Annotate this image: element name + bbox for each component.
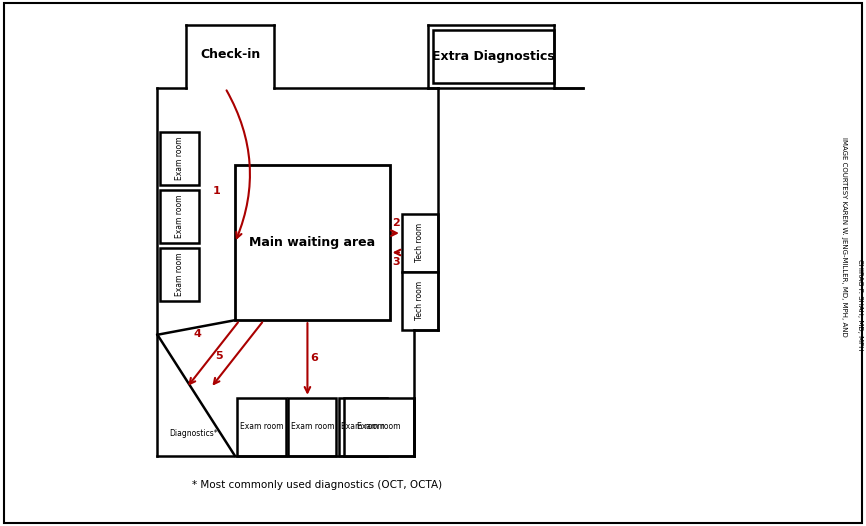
Text: Check-in: Check-in xyxy=(200,47,260,60)
Text: Exam room: Exam room xyxy=(341,422,385,431)
Text: Exam room: Exam room xyxy=(290,422,334,431)
Text: 4: 4 xyxy=(194,329,202,339)
Bar xyxy=(160,248,198,301)
Text: CHIRAG P. SHAH, MD, MPH: CHIRAG P. SHAH, MD, MPH xyxy=(857,259,863,351)
Text: IMAGE COURTESY KAREN W. JENG-MILLER, MD, MPH, AND: IMAGE COURTESY KAREN W. JENG-MILLER, MD,… xyxy=(842,137,847,337)
Bar xyxy=(433,30,554,83)
Text: Extra Diagnostics: Extra Diagnostics xyxy=(432,50,555,63)
Text: Tech room: Tech room xyxy=(416,223,424,262)
Bar xyxy=(160,189,198,243)
Text: Tech room: Tech room xyxy=(416,281,424,320)
Text: 6: 6 xyxy=(310,353,318,363)
Bar xyxy=(402,272,438,330)
Bar xyxy=(160,132,198,185)
Bar xyxy=(235,165,390,320)
Text: 2: 2 xyxy=(392,218,400,228)
Bar xyxy=(402,214,438,272)
Text: Exam room: Exam room xyxy=(175,252,184,296)
Text: 5: 5 xyxy=(216,351,223,361)
Text: Exam room: Exam room xyxy=(175,195,184,238)
Text: Exam room: Exam room xyxy=(175,136,184,180)
Text: * Most commonly used diagnostics (OCT, OCTA): * Most commonly used diagnostics (OCT, O… xyxy=(192,480,443,490)
Text: 1: 1 xyxy=(213,186,221,196)
Text: Diagnostics*: Diagnostics* xyxy=(170,429,218,439)
Text: 3: 3 xyxy=(392,257,400,267)
Text: Exam room: Exam room xyxy=(240,422,283,431)
Text: Main waiting area: Main waiting area xyxy=(249,236,375,249)
Bar xyxy=(344,398,414,456)
Bar xyxy=(288,398,337,456)
Bar xyxy=(339,398,387,456)
Bar xyxy=(237,398,286,456)
Text: Exam room: Exam room xyxy=(357,422,401,431)
